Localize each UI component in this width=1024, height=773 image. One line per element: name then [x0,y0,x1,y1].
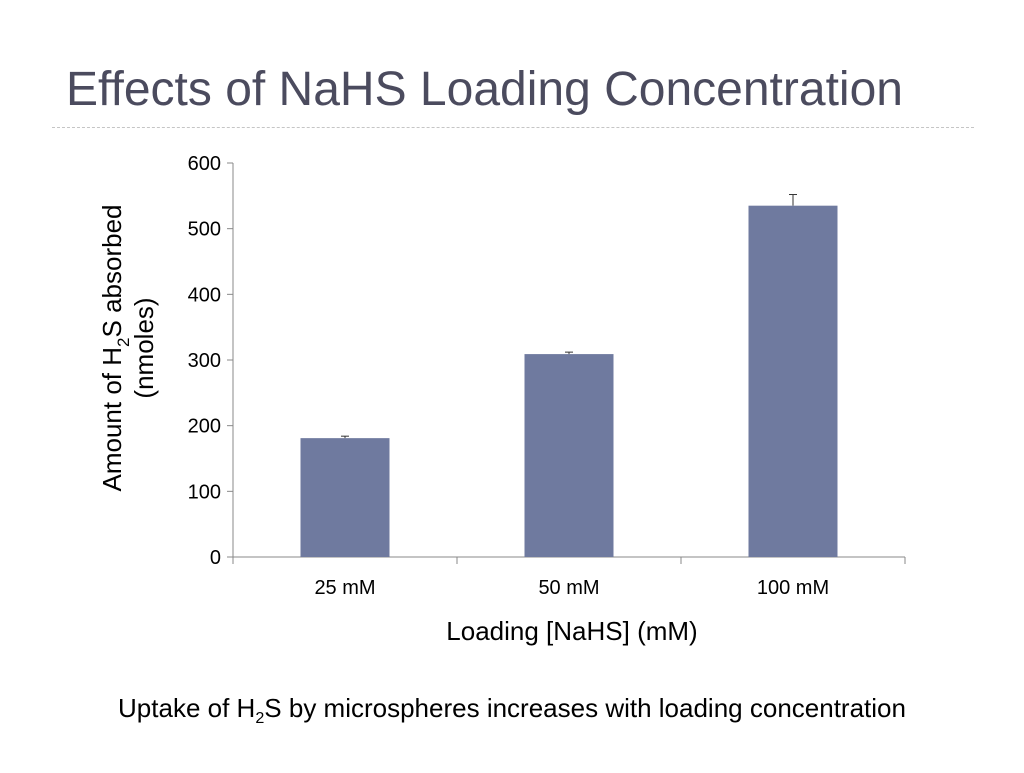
x-tick-label: 100 mM [757,577,829,599]
title-divider [52,127,974,128]
y-tick-label: 0 [210,547,221,569]
slide-caption: Uptake of H2S by microspheres increases … [118,693,906,728]
y-tick-label: 200 [188,416,221,438]
y-tick-label: 300 [188,350,221,372]
x-tick-label: 50 mM [538,577,599,599]
y-axis-label: Amount of H2S absorbed (nmoles) [97,205,159,492]
y-axis-label-line2: (nmoles) [129,297,159,398]
bar-100-mm [748,205,838,557]
y-tick-label: 100 [188,481,221,503]
y-tick-label: 400 [188,284,221,306]
y-tick-label: 600 [188,153,221,175]
slide-title: Effects of NaHS Loading Concentration [66,63,903,116]
x-axis-label: Loading [NaHS] (mM) [446,616,697,646]
y-tick-label: 500 [188,219,221,241]
bar-50-mm [524,354,614,557]
y-axis-label-line1: Amount of H2S absorbed [97,205,133,492]
x-tick-label: 25 mM [314,577,375,599]
bar-25-mm [300,438,390,557]
